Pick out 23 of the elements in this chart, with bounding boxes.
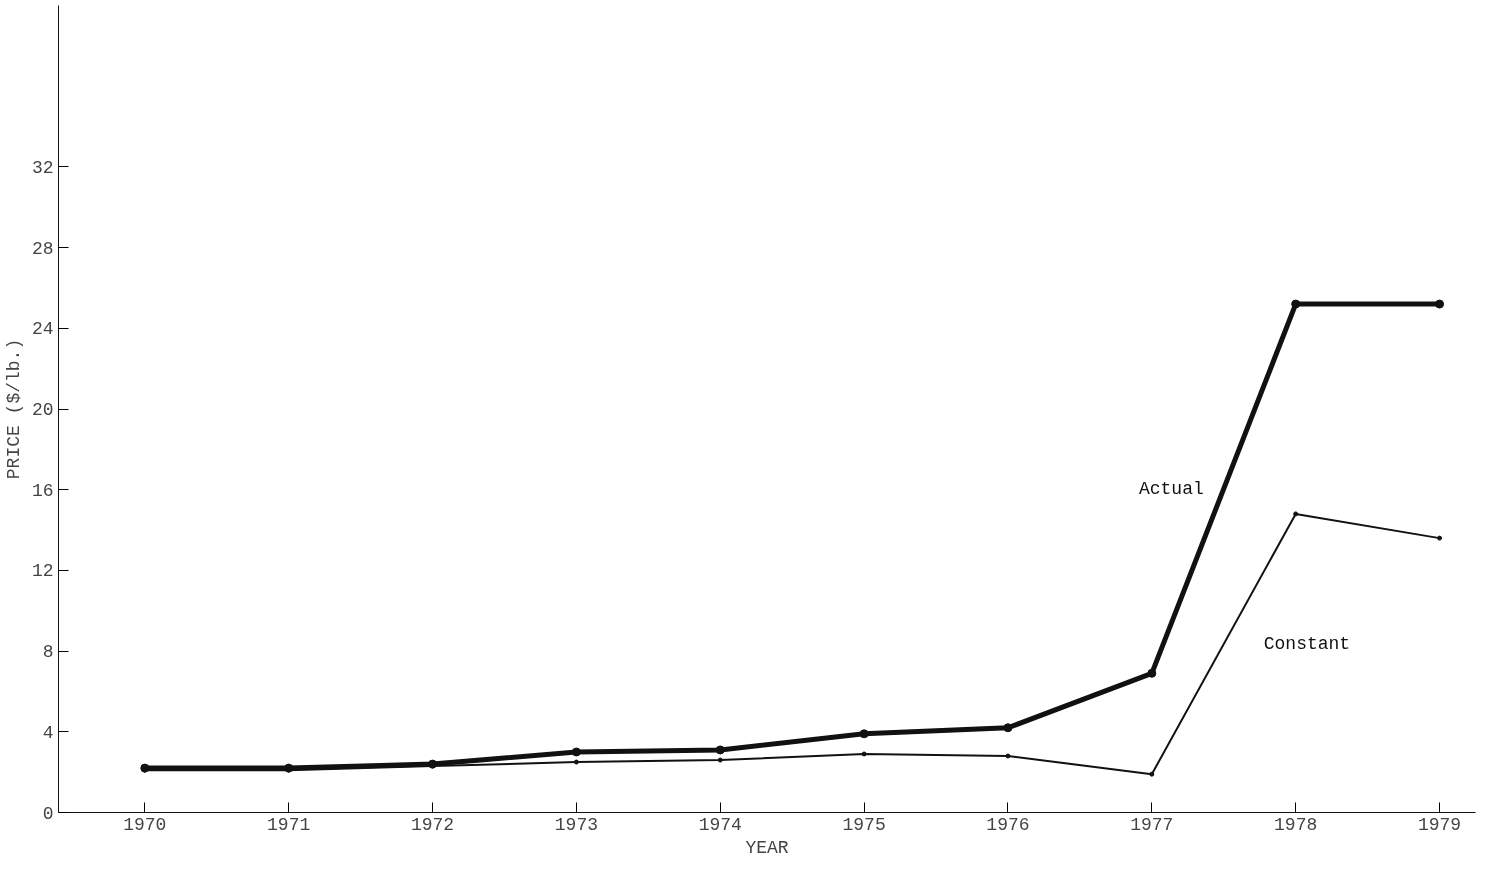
y-tick-label: 28 xyxy=(31,238,54,259)
x-tick-label: 1978 xyxy=(1274,814,1318,835)
y-tick-label: 16 xyxy=(31,480,54,501)
y-axis-title: PRICE ($/lb.) xyxy=(3,338,24,480)
y-tick-label: 20 xyxy=(31,400,54,420)
x-tick-label: 1975 xyxy=(842,814,886,835)
x-tick-label: 1973 xyxy=(554,814,598,835)
x-tick-label: 1977 xyxy=(1130,814,1174,835)
x-tick-label: 1976 xyxy=(986,814,1030,835)
y-tick-label: 32 xyxy=(31,157,54,178)
series-label: Constant xyxy=(1263,634,1351,655)
y-tick-label: 0 xyxy=(42,803,54,824)
y-tick-label: 24 xyxy=(31,319,54,340)
x-axis-title: YEAR xyxy=(745,837,789,858)
series-label: Actual xyxy=(1138,478,1204,499)
y-tick-label: 4 xyxy=(42,722,54,743)
y-tick-label: 8 xyxy=(42,642,54,663)
y-tick-label: 12 xyxy=(31,561,54,582)
x-tick-label: 1979 xyxy=(1417,814,1462,835)
x-tick-label: 1971 xyxy=(267,814,311,835)
x-tick-label: 1970 xyxy=(123,814,167,835)
x-tick-label: 1974 xyxy=(698,814,742,835)
x-tick-label: 1972 xyxy=(410,814,455,835)
